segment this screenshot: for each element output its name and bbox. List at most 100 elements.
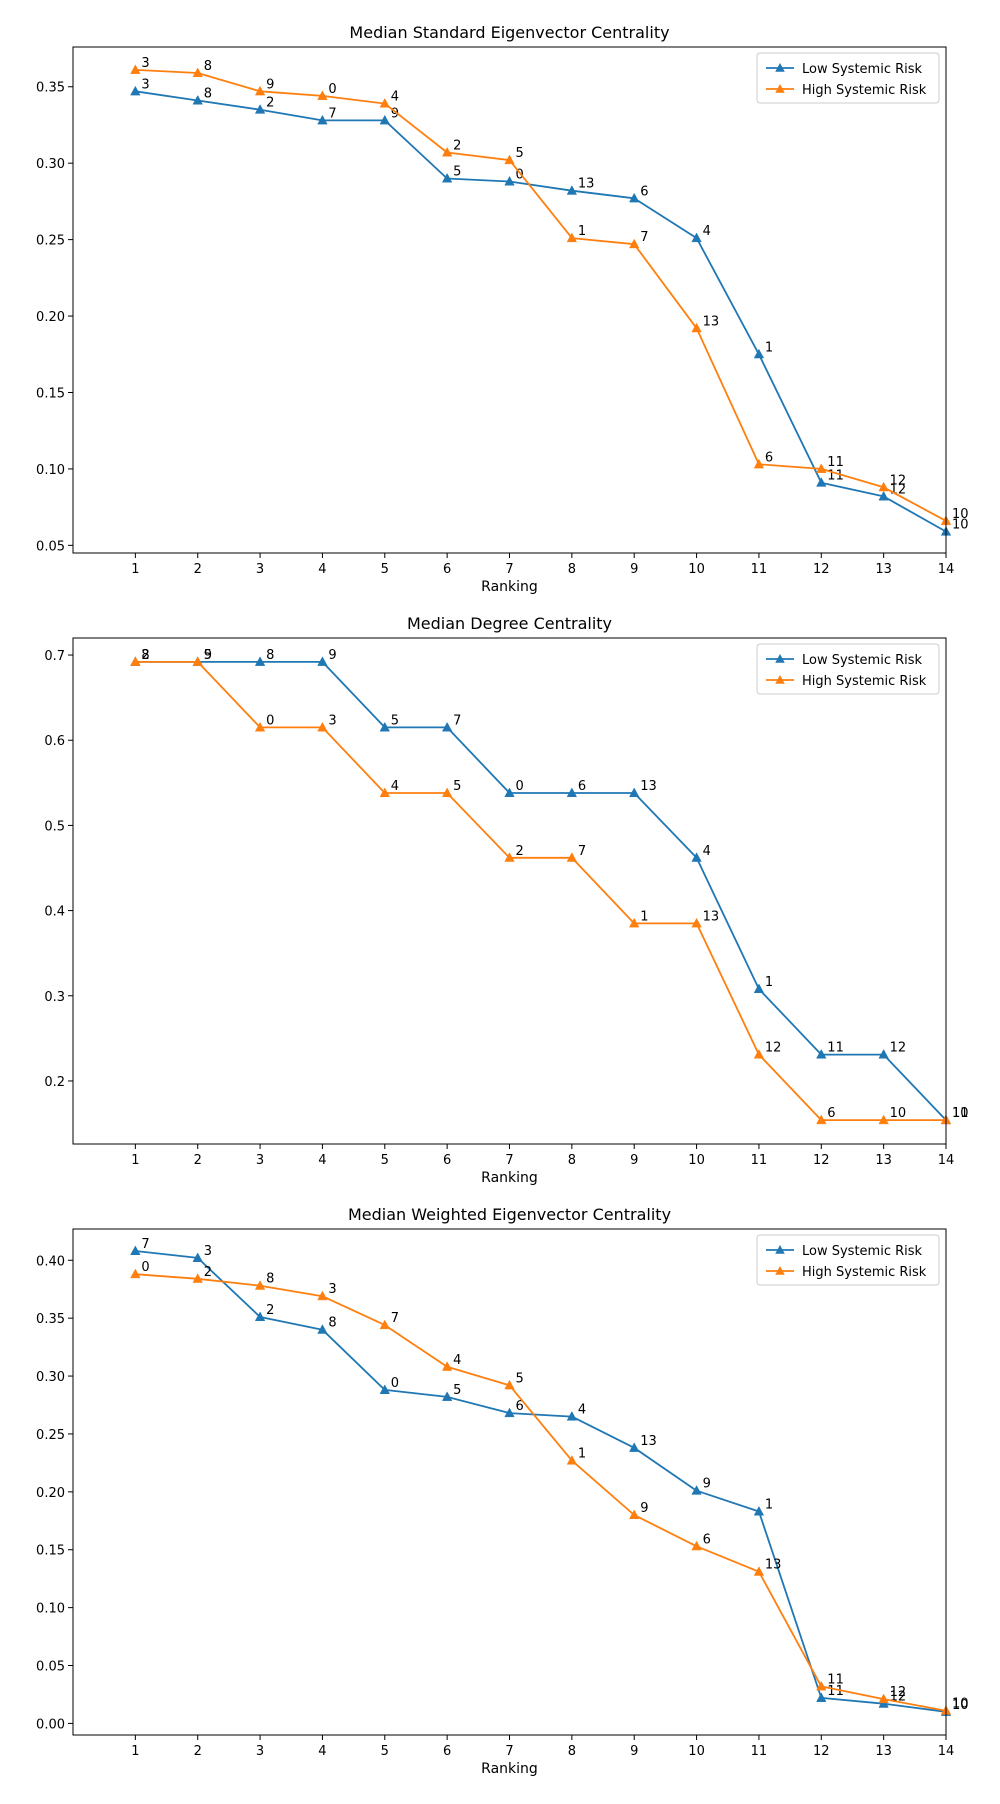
y-tick-label: 0.3 xyxy=(44,990,65,1005)
point-label: 13 xyxy=(703,314,720,329)
data-point xyxy=(878,1698,889,1708)
point-label: 5 xyxy=(453,165,461,180)
point-label: 8 xyxy=(141,648,149,663)
point-label: 8 xyxy=(266,1272,274,1287)
point-label: 1 xyxy=(578,1447,586,1462)
x-tick-label: 6 xyxy=(443,1153,451,1168)
legend-box xyxy=(756,643,940,695)
point-label: 2 xyxy=(516,844,524,859)
legend: Low Systemic Risk High Systemic Risk xyxy=(756,1234,940,1286)
point-label: 7 xyxy=(328,106,336,121)
point-label: 12 xyxy=(765,1041,782,1056)
data-point xyxy=(753,983,765,993)
y-tick-label: 0.6 xyxy=(44,734,65,749)
y-tick-label: 0.20 xyxy=(36,1486,65,1501)
y-tick-label: 0.2 xyxy=(44,1075,65,1090)
plot-frame xyxy=(72,1228,947,1736)
x-tick-label: 10 xyxy=(688,1744,705,1759)
point-label: 9 xyxy=(266,77,274,92)
data-point xyxy=(441,172,453,183)
point-label: 13 xyxy=(765,1558,782,1573)
legend-label: Low Systemic Risk xyxy=(802,62,923,77)
data-point xyxy=(566,185,578,195)
x-tick-label: 3 xyxy=(256,1153,264,1168)
point-label: 2 xyxy=(266,96,274,111)
y-tick-label: 0.15 xyxy=(36,386,65,401)
point-label: 13 xyxy=(703,909,720,924)
chart-title: Median Degree Centrality xyxy=(407,614,612,633)
y-tick-label: 0.30 xyxy=(36,1370,65,1385)
data-point xyxy=(379,1384,390,1394)
x-tick-label: 10 xyxy=(688,562,705,577)
point-label: 5 xyxy=(516,1371,524,1386)
point-label: 6 xyxy=(578,779,586,794)
data-point xyxy=(130,1245,141,1255)
x-tick-label: 2 xyxy=(194,562,202,577)
x-tick-label: 10 xyxy=(688,1153,705,1168)
legend-box xyxy=(756,52,940,104)
data-point xyxy=(504,1379,515,1390)
data-point xyxy=(566,232,578,243)
data-point xyxy=(691,1540,702,1551)
series-line xyxy=(135,661,946,1121)
x-tick-label: 14 xyxy=(938,562,955,577)
data-point xyxy=(192,94,203,105)
data-point xyxy=(816,1692,827,1702)
data-point xyxy=(254,656,266,666)
data-point xyxy=(629,1442,640,1452)
legend-swatch-marker xyxy=(775,63,785,72)
data-point xyxy=(629,787,640,798)
legend-swatch-marker xyxy=(775,654,785,663)
point-label: 2 xyxy=(141,648,149,663)
point-label: 0 xyxy=(516,168,524,183)
x-tick-label: 9 xyxy=(630,1153,638,1168)
x-tick-label: 4 xyxy=(318,1744,326,1759)
x-tick-label: 8 xyxy=(568,1153,576,1168)
point-label: 3 xyxy=(141,77,149,92)
data-point xyxy=(317,1324,328,1334)
point-label: 0 xyxy=(141,1260,149,1275)
x-tick-label: 3 xyxy=(256,562,264,577)
data-point xyxy=(691,917,702,928)
point-label: 9 xyxy=(204,648,212,663)
point-label: 13 xyxy=(578,177,595,192)
point-label: 2 xyxy=(453,139,461,154)
legend-label: Low Systemic Risk xyxy=(802,653,923,668)
data-point xyxy=(566,787,578,798)
legend-swatch-marker xyxy=(775,84,785,93)
y-tick-label: 0.10 xyxy=(36,463,65,478)
data-point xyxy=(566,1455,578,1465)
x-tick-label: 12 xyxy=(813,1153,830,1168)
data-point xyxy=(629,1509,640,1519)
y-tick-label: 0.4 xyxy=(44,905,65,920)
point-label: 0 xyxy=(328,82,336,97)
y-tick-label: 0.5 xyxy=(44,819,65,834)
legend-label: High Systemic Risk xyxy=(802,674,927,689)
data-point xyxy=(254,1280,266,1290)
x-tick-label: 11 xyxy=(751,1153,768,1168)
data-point xyxy=(816,477,827,487)
chart-panel-3: Median Weighted Eigenvector Centrality 7 3… xyxy=(36,1205,969,1777)
legend-label: High Systemic Risk xyxy=(802,83,927,98)
x-tick-label: 11 xyxy=(751,1744,768,1759)
legend-swatch-marker xyxy=(775,675,785,684)
x-tick-label: 13 xyxy=(875,562,892,577)
data-point xyxy=(566,852,578,862)
data-point xyxy=(130,64,141,74)
data-point xyxy=(192,656,203,666)
point-label: 3 xyxy=(328,1282,336,1297)
point-label: 5 xyxy=(453,1383,461,1398)
point-label: 6 xyxy=(765,450,773,465)
data-point xyxy=(753,348,765,359)
point-label: 5 xyxy=(391,713,399,728)
point-label: 13 xyxy=(640,779,657,794)
data-point xyxy=(691,322,702,333)
data-point xyxy=(379,721,390,732)
data-point xyxy=(504,787,515,798)
point-label: 7 xyxy=(640,230,648,245)
x-tick-label: 1 xyxy=(131,1744,139,1759)
data-point xyxy=(317,90,328,100)
